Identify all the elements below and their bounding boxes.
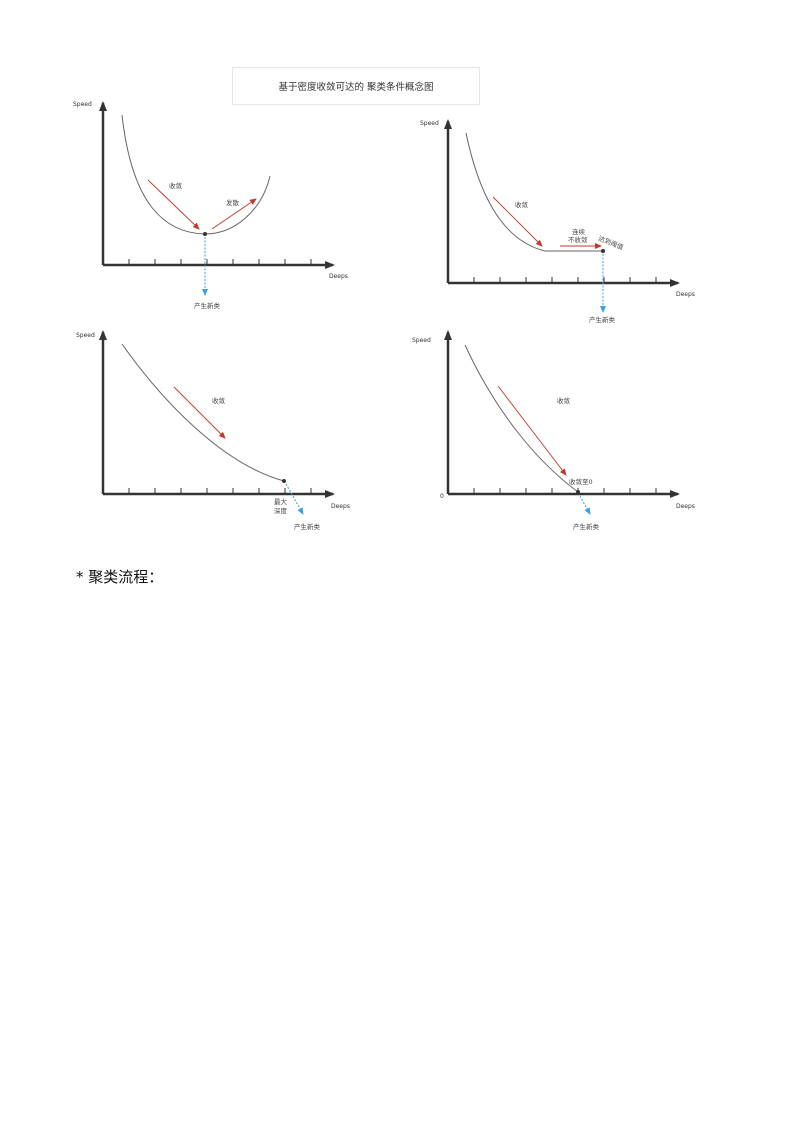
converge-arrow (492, 196, 543, 247)
new-class-label: 产生新类 (194, 301, 221, 310)
x-axis-label: Deeps (331, 503, 350, 510)
origin-label: 0 (440, 493, 444, 500)
x-axis-ticks (473, 277, 657, 283)
max-depth-point (282, 479, 286, 483)
converge-arrow (497, 385, 567, 476)
x-axis-label: Deeps (329, 273, 348, 280)
converge-arrow (173, 386, 226, 439)
speed-curve (121, 114, 271, 235)
converge-arrow (147, 179, 200, 230)
continuous-label-line1: 连续 (572, 227, 586, 236)
diverge-arrow (211, 198, 257, 230)
continuous-label-line2: 不收敛 (568, 235, 588, 244)
speed-curve (464, 344, 579, 493)
converge-label: 收敛 (557, 396, 571, 405)
diverge-label: 发散 (226, 198, 240, 207)
converge-label: 收敛 (169, 181, 183, 190)
threshold-label: 达到阈值 (597, 234, 625, 252)
converge-zero-label: 收敛至0 (569, 477, 593, 486)
zero-point (576, 490, 580, 494)
y-axis-label: Speed (412, 337, 431, 344)
new-class-label: 产生新类 (573, 522, 600, 531)
y-axis-label: Speed (76, 332, 95, 339)
panel-converge-zero: Speed Deeps 0 收敛 收敛至0 产生新类 (412, 330, 695, 531)
new-class-label: 产生新类 (589, 315, 616, 324)
panel-threshold: Speed Deeps 收敛 连续 不收敛 达到阈值 产生新类 (420, 119, 695, 324)
x-axis-label: Deeps (676, 503, 695, 510)
panel-max-depth: Speed Deeps 收敛 最大 深度 产生新类 (76, 330, 350, 531)
speed-curve (465, 132, 603, 252)
figure-title-text: 基于密度收敛可达的 聚类条件概念图 (278, 82, 434, 93)
threshold-point (601, 249, 605, 253)
y-axis-label: Speed (73, 101, 92, 108)
clustering-concept-figure: Speed Deeps 收敛 发散 产生新类 Speed Deeps 收敛 连续… (73, 101, 695, 531)
converge-label: 收敛 (515, 200, 529, 209)
max-depth-label-line1: 最大 (274, 497, 288, 506)
section-heading: * 聚类流程： (76, 568, 164, 586)
figure-title: 基于密度收敛可达的 聚类条件概念图 (232, 67, 480, 105)
x-axis-ticks (473, 488, 657, 494)
minimum-point (203, 232, 207, 236)
x-axis-ticks (128, 488, 312, 494)
max-depth-label-line2: 深度 (274, 506, 288, 515)
new-class-arrow (285, 483, 304, 515)
x-axis-label: Deeps (676, 291, 695, 298)
panel-diverge: Speed Deeps 收敛 发散 产生新类 (73, 101, 348, 310)
converge-label: 收敛 (212, 396, 226, 405)
speed-curve (121, 343, 285, 482)
new-class-label: 产生新类 (294, 522, 321, 531)
new-class-arrow (579, 495, 591, 515)
x-axis-ticks (128, 259, 312, 265)
y-axis-label: Speed (420, 120, 439, 127)
